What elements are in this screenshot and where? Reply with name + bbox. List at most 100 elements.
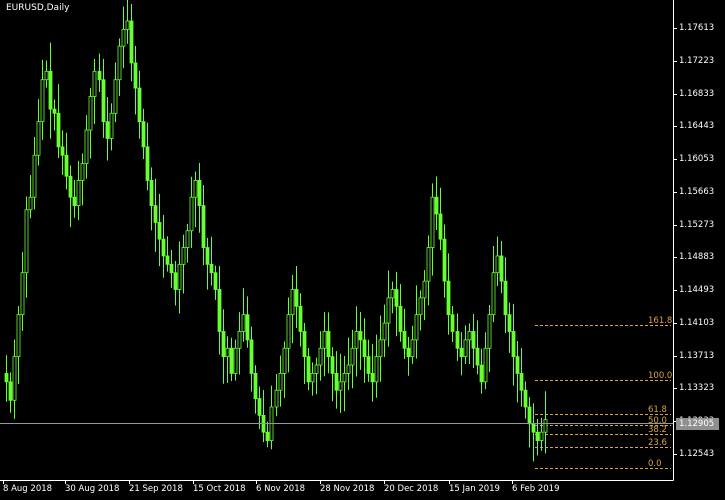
time-tick-label: 8 Aug 2018 bbox=[3, 484, 53, 494]
candle-body bbox=[418, 297, 423, 316]
candle-body bbox=[430, 196, 435, 248]
candle-body bbox=[72, 196, 77, 206]
candle-body bbox=[177, 263, 182, 290]
candle-body bbox=[507, 314, 512, 332]
candle-body bbox=[386, 297, 391, 324]
candle-body bbox=[358, 331, 363, 341]
candle-body bbox=[165, 255, 170, 265]
candle-body bbox=[471, 331, 476, 349]
candle-body bbox=[350, 347, 355, 366]
candle-body bbox=[185, 230, 190, 248]
candle-body bbox=[209, 263, 214, 274]
candle-body bbox=[16, 314, 21, 358]
candle-body bbox=[12, 356, 17, 401]
fib-level-label: 61.8 bbox=[648, 404, 667, 415]
chart-title: EURUSD,Daily bbox=[6, 3, 70, 13]
candle-body bbox=[450, 314, 455, 332]
candle-body bbox=[101, 79, 106, 123]
candle-body bbox=[318, 347, 323, 366]
candle-body bbox=[60, 146, 65, 156]
price-tick-label: 1.16833 bbox=[679, 88, 715, 99]
candle-body bbox=[249, 339, 254, 374]
price-tick-label: 1.13323 bbox=[679, 382, 715, 393]
candle-body bbox=[414, 314, 419, 341]
candle-body bbox=[4, 373, 9, 383]
price-tick-label: 1.16443 bbox=[679, 120, 715, 131]
candle-body bbox=[338, 381, 343, 391]
candle-body bbox=[366, 356, 371, 374]
candle-body bbox=[149, 180, 154, 206]
candle-body bbox=[370, 373, 375, 383]
candle-body bbox=[141, 121, 146, 148]
time-tick-label: 6 Nov 2018 bbox=[256, 484, 306, 494]
candle-body bbox=[503, 280, 508, 316]
candle-body bbox=[354, 331, 359, 349]
candle-body bbox=[286, 314, 291, 349]
candle-body bbox=[64, 154, 69, 177]
candle-body bbox=[539, 431, 544, 441]
time-axis-ticks bbox=[3, 480, 513, 484]
candle-body bbox=[233, 347, 238, 374]
price-tick-label: 1.17223 bbox=[679, 55, 715, 66]
candle-body bbox=[109, 112, 114, 139]
candle-body bbox=[483, 347, 488, 383]
candle-body bbox=[84, 129, 89, 165]
candle-body bbox=[394, 289, 399, 307]
candle-body bbox=[298, 305, 303, 332]
candle-body bbox=[402, 331, 407, 349]
candle-body bbox=[169, 263, 174, 274]
candle-body bbox=[56, 112, 61, 148]
fib-level-label: 100.0 bbox=[648, 370, 673, 381]
candle-body bbox=[76, 180, 81, 206]
candle-body bbox=[535, 431, 540, 441]
price-tick-label: 1.15273 bbox=[679, 219, 715, 230]
candle-body bbox=[511, 331, 516, 358]
candle-body bbox=[326, 331, 331, 358]
candle-body bbox=[197, 180, 202, 206]
candle-body bbox=[302, 331, 307, 358]
candle-body bbox=[527, 406, 532, 425]
candle-body bbox=[294, 289, 299, 307]
candle-body bbox=[479, 364, 484, 383]
candle-body bbox=[406, 347, 411, 358]
candle-body bbox=[153, 205, 158, 223]
time-tick-label: 30 Aug 2018 bbox=[65, 484, 120, 494]
candle-body bbox=[117, 45, 122, 81]
candle-body bbox=[306, 356, 311, 383]
candle-body bbox=[97, 70, 102, 81]
time-tick-label: 28 Nov 2018 bbox=[320, 484, 375, 494]
price-tick-label: 1.15663 bbox=[679, 186, 715, 197]
candle-body bbox=[189, 196, 194, 232]
candle-body bbox=[129, 20, 134, 64]
candle-body bbox=[257, 398, 262, 416]
candle-body bbox=[173, 272, 178, 290]
candle-body bbox=[241, 314, 246, 332]
fibonacci-lines bbox=[535, 325, 671, 469]
candle-body bbox=[145, 146, 150, 181]
candle-body bbox=[322, 331, 327, 349]
axes bbox=[0, 0, 674, 481]
candle-body bbox=[181, 247, 186, 265]
time-tick-label: 15 Jan 2019 bbox=[449, 484, 500, 494]
candle-body bbox=[133, 62, 138, 89]
candle-body bbox=[20, 272, 25, 316]
candle-body bbox=[161, 238, 166, 257]
candle-body bbox=[253, 373, 258, 400]
candle-body bbox=[274, 389, 279, 408]
candle-body bbox=[487, 314, 492, 349]
candle-body bbox=[92, 70, 97, 97]
fib-level-label: 23.6 bbox=[648, 437, 667, 448]
candle-body bbox=[80, 163, 85, 181]
candle-body bbox=[434, 196, 439, 215]
price-tick-label: 1.14493 bbox=[679, 284, 715, 295]
candle-body bbox=[52, 108, 57, 114]
candle-body bbox=[463, 339, 468, 358]
price-tick-label: 1.16053 bbox=[679, 153, 715, 164]
candle-body bbox=[499, 255, 504, 282]
time-tick-label: 20 Dec 2018 bbox=[384, 484, 439, 494]
candle-body bbox=[467, 331, 472, 341]
candle-body bbox=[32, 154, 37, 198]
candle-body bbox=[475, 347, 480, 366]
